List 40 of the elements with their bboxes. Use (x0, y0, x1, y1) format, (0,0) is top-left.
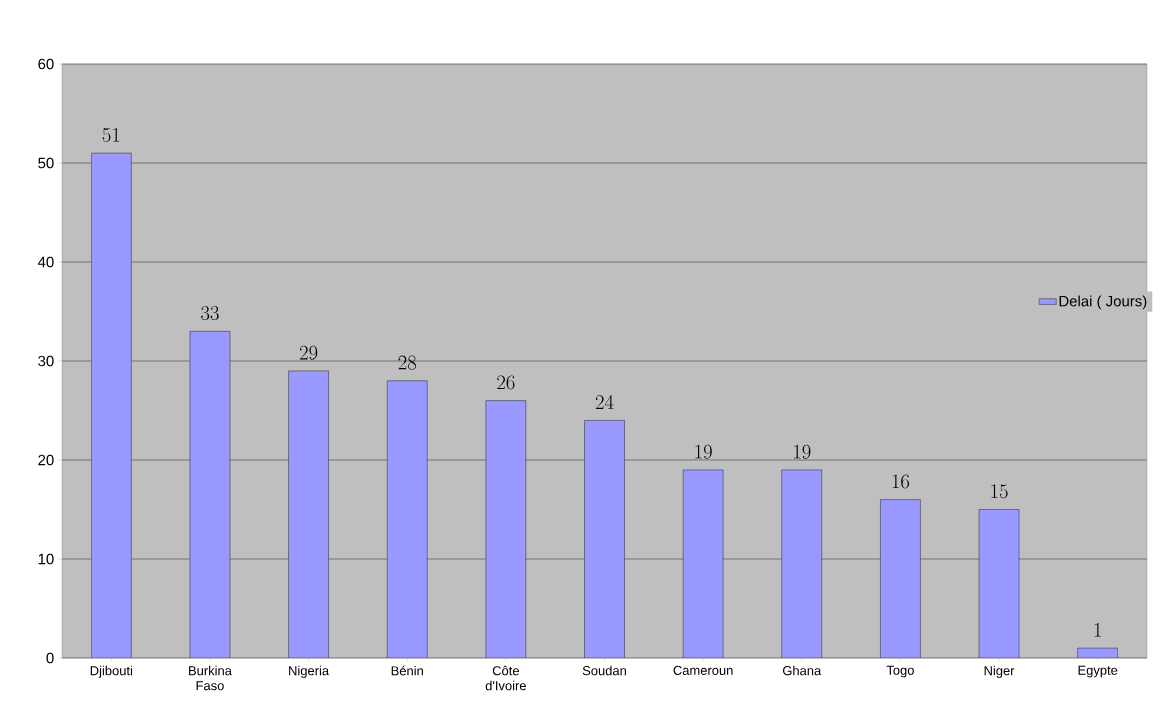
y-tick-label: 40 (37, 256, 54, 268)
data-label: 51 (102, 127, 120, 142)
x-tick-label: Egypte (1078, 665, 1118, 678)
bar (485, 400, 527, 658)
bar (189, 331, 231, 658)
bar (978, 509, 1020, 658)
data-label: 1 (1094, 622, 1101, 637)
y-tick-label: 20 (38, 454, 54, 466)
data-label: 19 (794, 444, 811, 459)
x-tick-label: Djibouti (90, 665, 133, 678)
y-tick-label: 60 (38, 58, 54, 70)
x-tick-label: Nigeria (289, 665, 330, 678)
x-tick-label: Ghana (782, 665, 822, 676)
bar (584, 420, 625, 658)
bar (91, 152, 132, 658)
x-tick-label: Cameroun (673, 665, 733, 675)
bar (288, 370, 329, 658)
bar (781, 469, 822, 658)
data-label: 24 (595, 395, 614, 409)
data-label: 15 (991, 484, 1008, 499)
data-label: 28 (398, 355, 416, 370)
legend-label: Delai ( Jours) (1059, 295, 1147, 310)
y-tick-label: 50 (38, 157, 54, 169)
data-label: 19 (695, 444, 712, 459)
data-label: 33 (201, 306, 219, 321)
x-tick-label: Bénin (391, 665, 423, 676)
bar (880, 499, 921, 658)
data-label: 29 (299, 345, 318, 360)
x-tick-label: Niger (984, 665, 1015, 678)
bar (387, 380, 428, 658)
y-tick-label: 30 (38, 355, 54, 367)
y-tick-label: 0 (46, 652, 54, 664)
x-tick-label: Burkina Faso (189, 665, 232, 691)
x-tick-label: Soudan (582, 665, 626, 676)
x-tick-label: Côte d'Ivoire (485, 665, 526, 691)
y-tick-label: 10 (38, 553, 54, 565)
data-label: 26 (497, 375, 515, 390)
x-tick-label: Togo (886, 665, 914, 678)
bar (682, 469, 724, 658)
data-label: 16 (892, 474, 910, 489)
